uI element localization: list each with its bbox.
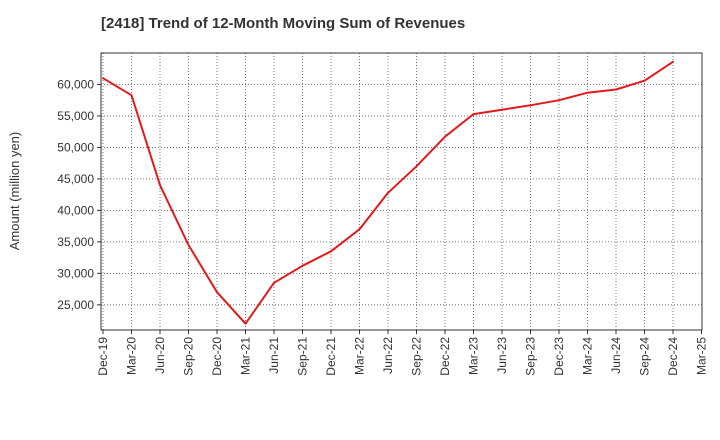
y-tick-label: 50,000	[57, 140, 94, 154]
x-tick-label: Dec-22	[438, 337, 452, 376]
series-layer	[102, 60, 674, 325]
y-tick-label: 60,000	[57, 77, 94, 91]
x-tick-label: Jun-23	[495, 337, 509, 374]
x-tick-label: Sep-23	[524, 337, 538, 376]
x-tick-label: Mar-22	[353, 337, 367, 375]
x-tick-label: Dec-21	[324, 337, 338, 376]
x-tick-label: Dec-20	[210, 337, 224, 376]
x-tick-label: Jun-24	[609, 337, 623, 374]
x-tick-label: Dec-24	[666, 337, 680, 376]
y-tick-label: 35,000	[57, 235, 94, 249]
x-tick-label: Mar-23	[467, 337, 481, 375]
x-tick-label: Jun-22	[381, 337, 395, 374]
x-tick-label: Sep-20	[182, 337, 196, 376]
y-axis-label: Amount (million yen)	[7, 132, 22, 251]
y-tick-label: 40,000	[57, 203, 94, 217]
y-tick-label: 25,000	[57, 298, 94, 312]
y-axis-ticks: 25,000 30,000 35,000 40,000 45,000 50,000 55,0…	[57, 77, 101, 312]
x-tick-label: Mar-21	[239, 337, 253, 375]
x-tick-label: Jun-21	[267, 337, 281, 374]
plot-frame	[100, 52, 703, 331]
x-tick-label: Mar-20	[125, 337, 139, 375]
plot-background	[101, 53, 702, 330]
x-axis-ticks: Dec-19 Mar-20 Jun-20 Sep-20 Dec-20 Mar-21 Jun-…	[96, 330, 709, 376]
x-tick-label: Sep-24	[638, 337, 652, 376]
x-tick-label: Dec-19	[96, 337, 110, 376]
x-tick-label: Dec-23	[552, 337, 566, 376]
y-tick-label: 55,000	[57, 109, 94, 123]
chart-title: [2418] Trend of 12-Month Moving Sum of R…	[101, 15, 466, 32]
x-tick-label: Jun-20	[153, 337, 167, 374]
series-line	[102, 60, 674, 325]
x-tick-label: Sep-21	[296, 337, 310, 376]
y-tick-label: 30,000	[57, 266, 94, 280]
x-tick-label: Mar-24	[581, 337, 595, 375]
y-tick-label: 45,000	[57, 172, 94, 186]
x-tick-label: Sep-22	[410, 337, 424, 376]
x-tick-label: Mar-25	[695, 337, 709, 375]
